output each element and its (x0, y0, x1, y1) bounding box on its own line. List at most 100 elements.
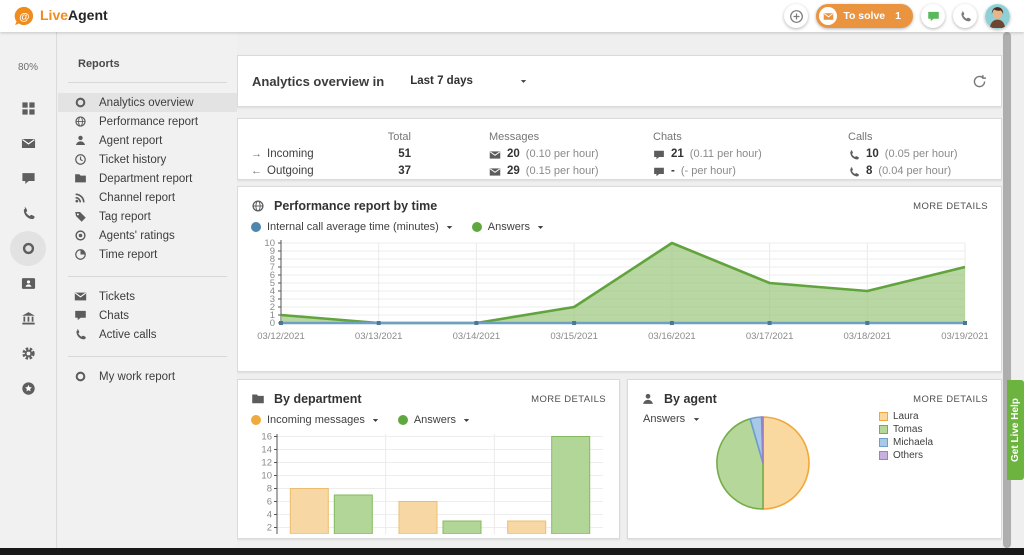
sidebar-item-label: Tickets (99, 290, 135, 303)
rail-item-calls[interactable] (10, 196, 46, 231)
svg-text:03/14/2021: 03/14/2021 (453, 331, 501, 342)
rail-item-contacts[interactable] (10, 266, 46, 301)
dot-ring-icon (73, 229, 87, 242)
svg-text:4: 4 (270, 286, 275, 297)
svg-text:03/19/2021: 03/19/2021 (941, 331, 988, 342)
col-chats: Chats (653, 131, 682, 143)
svg-text:03/13/2021: 03/13/2021 (355, 331, 403, 342)
pie-icon (73, 248, 87, 261)
add-button[interactable] (784, 4, 809, 28)
sidebar-item-chats[interactable]: Chats (58, 306, 237, 325)
svg-text:03/18/2021: 03/18/2021 (844, 331, 892, 342)
department-more-details-link[interactable]: MORE DETAILS (531, 393, 606, 405)
pie-legend-tomas[interactable]: Tomas (879, 423, 933, 436)
envelope-icon (489, 166, 501, 178)
rail-percentage-label[interactable]: 80% (17, 62, 38, 73)
scrollbar-thumb[interactable] (1003, 32, 1011, 548)
legend-answers[interactable]: Answers (471, 221, 545, 233)
pie-legend-others[interactable]: Others (879, 449, 933, 462)
agent-metric-select[interactable]: Answers (643, 413, 988, 425)
page-title: Analytics overview in (252, 73, 385, 89)
agent-more-details-link[interactable]: MORE DETAILS (913, 393, 988, 405)
legend-internal-call[interactable]: Internal call average time (minutes) (251, 221, 454, 233)
rail-item-reports[interactable] (10, 231, 46, 266)
tag-icon (73, 210, 87, 223)
col-calls: Calls (848, 131, 873, 143)
divider (68, 356, 227, 357)
refresh-button[interactable] (972, 74, 987, 89)
vertical-scrollbar (1002, 32, 1012, 548)
envelope-icon (21, 136, 36, 151)
svg-text:03/17/2021: 03/17/2021 (746, 331, 794, 342)
pie-legend-michaela[interactable]: Michaela (879, 436, 933, 449)
rail-item-tickets[interactable] (10, 126, 46, 161)
calls-button[interactable] (953, 4, 977, 28)
pie-legend-label: Laura (893, 411, 919, 422)
legend-answers[interactable]: Answers (397, 414, 471, 426)
sidebar-item-my-work-report[interactable]: My work report (58, 367, 237, 386)
sidebar-item-label: Analytics overview (99, 96, 194, 109)
sidebar-item-tag-report[interactable]: Tag report (58, 207, 237, 226)
rail-item-chats[interactable] (10, 161, 46, 196)
sidebar-item-label: Performance report (99, 115, 199, 128)
grid-icon (21, 101, 36, 116)
star-circle-icon (21, 381, 36, 396)
legend-swatch-icon (879, 438, 888, 447)
report-group: Tickets Chats Active calls (58, 287, 237, 344)
pie-legend-laura[interactable]: Laura (879, 410, 933, 423)
date-range-select[interactable]: Last 7 days (410, 75, 528, 87)
rail-item-billing[interactable] (10, 301, 46, 336)
sidebar-item-channel-report[interactable]: Channel report (58, 188, 237, 207)
svg-text:12: 12 (261, 458, 272, 469)
clock-icon (73, 153, 87, 166)
performance-section-title: Performance report by time (274, 199, 438, 213)
sidebar-item-active-calls[interactable]: Active calls (58, 325, 237, 344)
left-rail: 80% (0, 32, 57, 548)
rail-item-dashboard[interactable] (10, 91, 46, 126)
col-messages: Messages (489, 131, 540, 143)
svg-text:4: 4 (267, 510, 272, 521)
sidebar-item-label: Time report (99, 248, 158, 261)
chat-icon (653, 149, 665, 161)
sidebar-item-agents-ratings[interactable]: Agents' ratings (58, 226, 237, 245)
chevron-down-icon (445, 223, 454, 232)
chat-icon (73, 309, 87, 322)
reports-panel-title: Reports (78, 58, 120, 70)
pie-legend-label: Others (893, 450, 924, 461)
sidebar-item-department-report[interactable]: Department report (58, 169, 237, 188)
agent-section-title: By agent (664, 392, 717, 406)
row-label-outgoing: Outgoing (267, 165, 314, 177)
green-dot-icon (471, 222, 482, 232)
performance-more-details-link[interactable]: MORE DETAILS (913, 200, 988, 212)
rail-item-settings[interactable] (10, 336, 46, 371)
svg-text:03/16/2021: 03/16/2021 (648, 331, 696, 342)
phone-icon (73, 328, 87, 341)
divider (68, 82, 227, 83)
sidebar-item-performance-report[interactable]: Performance report (58, 112, 237, 131)
rail-icons (10, 91, 46, 406)
legend-incoming-messages[interactable]: Incoming messages (251, 414, 380, 426)
envelope-icon (73, 290, 87, 303)
sidebar-item-tickets[interactable]: Tickets (58, 287, 237, 306)
avatar[interactable] (985, 3, 1010, 29)
divider (68, 276, 227, 277)
rail-item-help[interactable] (10, 371, 46, 406)
by-agent-card: By agent MORE DETAILS Answers Laura Tomas… (627, 379, 1002, 539)
phone-icon (21, 206, 36, 221)
get-live-help-button[interactable]: Get Live Help (1007, 380, 1024, 480)
sidebar-item-ticket-history[interactable]: Ticket history (58, 150, 237, 169)
incoming-chats: 21 (0.11 per hour) (647, 146, 840, 163)
incoming-messages: 20 (0.10 per hour) (449, 146, 647, 163)
chevron-down-icon (462, 416, 471, 425)
chats-button[interactable] (921, 4, 945, 28)
performance-legend: Internal call average time (minutes) Ans… (251, 221, 988, 233)
liveagent-logo[interactable]: @ LiveAgent (14, 6, 108, 26)
report-group: My work report (58, 367, 237, 386)
refresh-icon (972, 74, 987, 89)
sidebar-item-analytics-overview[interactable]: Analytics overview (58, 93, 237, 112)
envelope-icon (819, 7, 838, 25)
sidebar-item-agent-report[interactable]: Agent report (58, 131, 237, 150)
main-content: Analytics overview in Last 7 days Total … (237, 32, 1002, 548)
to-solve-button[interactable]: To solve 1 (816, 4, 913, 28)
sidebar-item-time-report[interactable]: Time report (58, 245, 237, 264)
